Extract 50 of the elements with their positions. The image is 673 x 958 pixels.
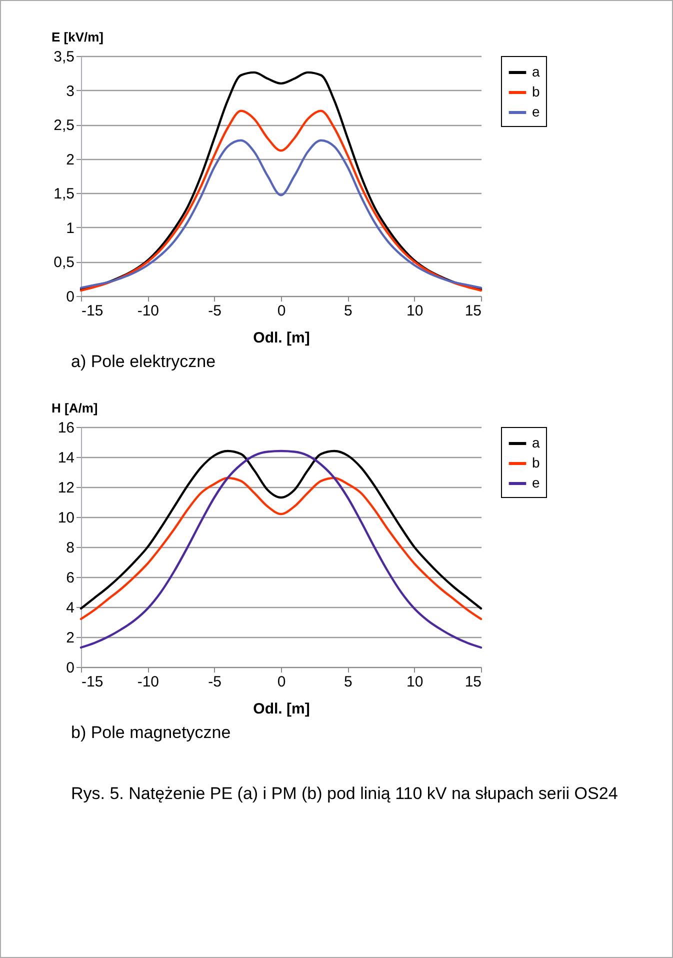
y-tick-label: 8 [66, 540, 74, 556]
x-tick-label: 5 [344, 302, 352, 320]
y-tick-label: 0,5 [54, 254, 74, 272]
legend-label: e [532, 104, 540, 120]
y-tick-label: 0 [66, 660, 74, 676]
x-tick-label: 15 [464, 674, 482, 690]
x-tick-label: 10 [406, 674, 424, 690]
y-tick-label: 12 [58, 480, 74, 496]
legend-label: b [532, 84, 540, 100]
y-tick-label: 1 [66, 220, 74, 237]
line-series [80, 450, 482, 649]
x-tick-label: 5 [344, 674, 352, 690]
y-tick-label: 2,5 [54, 117, 74, 134]
x-tick-label: -10 [137, 674, 160, 690]
line-series [80, 450, 482, 610]
y-tick-label: 2 [66, 151, 74, 168]
y-tick-label: 14 [58, 450, 74, 466]
x-axis-title: Odl. [m] [253, 700, 310, 718]
x-tick-label: 0 [277, 674, 286, 690]
x-tick-label: -5 [208, 674, 222, 690]
x-tick-label: -10 [137, 302, 160, 320]
legend-label: e [532, 474, 540, 490]
line-series [80, 71, 482, 290]
y-axis-title: E [kV/m] [52, 30, 104, 44]
text: a) Pole elektryczne [71, 352, 217, 372]
y-tick-label: 3,5 [54, 48, 74, 66]
x-axis-title: Odl. [m] [253, 330, 310, 346]
x-tick-label: 10 [406, 302, 424, 320]
y-tick-label: 4 [66, 600, 74, 616]
x-tick-label: -15 [82, 674, 104, 690]
x-tick-label: -5 [208, 302, 222, 320]
line-series [80, 110, 482, 292]
text: Rys. 5. Natężenie PE (a) i PM (b) pod linią 110 kV na słupach serii OS24 [71, 783, 619, 805]
line-series [80, 476, 482, 620]
y-tick-label: 2 [66, 630, 74, 646]
y-tick-label: 6 [66, 570, 74, 586]
y-axis-title: H [A/m] [52, 400, 98, 416]
y-tick-label: 16 [58, 420, 74, 436]
legend-label: a [532, 64, 540, 80]
legend-label: b [532, 454, 540, 470]
y-tick-label: 10 [58, 510, 74, 526]
x-tick-label: 0 [277, 302, 286, 320]
y-tick-label: 1,5 [54, 186, 74, 203]
x-tick-label: -15 [82, 302, 104, 320]
line-series [80, 139, 482, 289]
x-tick-label: 15 [464, 302, 482, 320]
y-tick-label: 0 [66, 288, 74, 306]
text: b) Pole magnetyczne [71, 723, 232, 743]
y-tick-label: 3 [66, 82, 74, 100]
legend-label: a [532, 434, 540, 450]
